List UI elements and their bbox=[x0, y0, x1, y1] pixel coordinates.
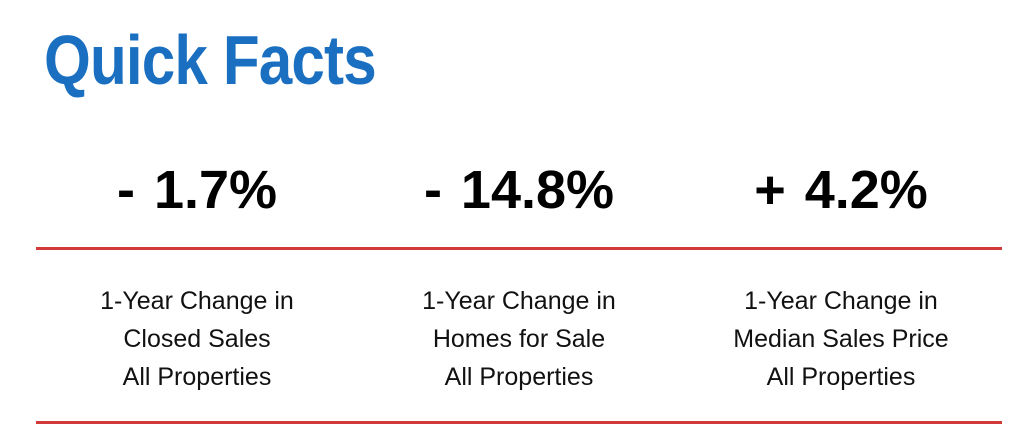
stat-closed-sales: - 1.7% bbox=[36, 155, 358, 225]
page-title: Quick Facts bbox=[44, 21, 377, 99]
labels-row: 1-Year Change in Closed Sales All Proper… bbox=[36, 282, 1002, 396]
stat-value: - 1.7% bbox=[116, 160, 278, 220]
label-line: Closed Sales bbox=[123, 325, 271, 353]
stat-homes-for-sale: - 14.8% bbox=[358, 155, 680, 225]
divider-bottom bbox=[36, 421, 1002, 424]
label-median-sales-price: 1-Year Change in Median Sales Price All … bbox=[680, 282, 1002, 396]
stat-value: - 14.8% bbox=[423, 160, 615, 220]
label-line: All Properties bbox=[122, 363, 272, 391]
label-line: Homes for Sale bbox=[432, 325, 606, 353]
label-line: 1-Year Change in bbox=[744, 287, 938, 315]
stats-row: - 1.7% - 14.8% + 4.2% bbox=[36, 155, 1002, 225]
label-line: All Properties bbox=[444, 363, 594, 391]
label-line: All Properties bbox=[766, 363, 916, 391]
label-closed-sales: 1-Year Change in Closed Sales All Proper… bbox=[36, 282, 358, 396]
label-line: 1-Year Change in bbox=[100, 287, 294, 315]
label-line: Median Sales Price bbox=[733, 325, 949, 353]
label-line: 1-Year Change in bbox=[422, 287, 616, 315]
stat-value: + 4.2% bbox=[754, 160, 928, 220]
label-homes-for-sale: 1-Year Change in Homes for Sale All Prop… bbox=[358, 282, 680, 396]
divider-top bbox=[36, 247, 1002, 250]
stat-median-sales-price: + 4.2% bbox=[680, 155, 1002, 225]
